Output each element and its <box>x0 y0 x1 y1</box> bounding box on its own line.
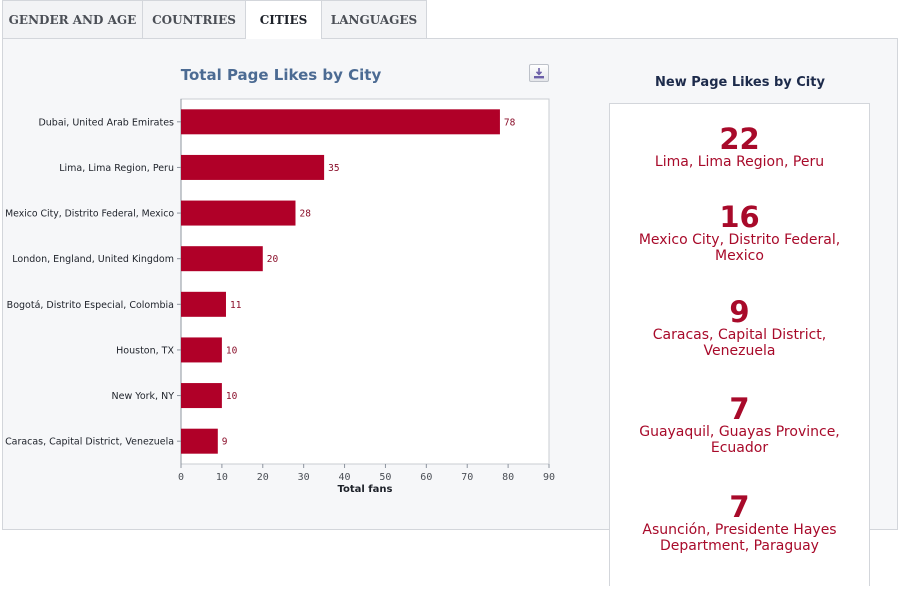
data-label: 9 <box>222 437 228 448</box>
data-label: 35 <box>328 163 339 174</box>
x-axis-label: Total fans <box>338 484 393 495</box>
bar <box>181 109 500 135</box>
category-label: Bogotá, Distrito Especial, Colombia <box>7 300 174 311</box>
x-tick-label: 20 <box>257 472 269 483</box>
bar-chart: 0 10 20 30 40 50 60 70 80 90 Total fans Dubai, Unit… <box>5 98 555 495</box>
new-likes-title: New Page Likes by City <box>655 75 825 90</box>
city-name: Guayaquil, Guayas Province, Ecuador <box>639 424 840 456</box>
city-name: Asunción, Presidente Hayes Department, P… <box>642 522 837 554</box>
bar <box>181 154 325 180</box>
bar <box>181 246 263 272</box>
chart-title: Total Page Likes by City <box>180 66 382 84</box>
category-label: London, England, United Kingdom <box>12 254 174 265</box>
category-label: Mexico City, Distrito Federal, Mexico <box>5 209 174 220</box>
x-tick-label: 40 <box>339 472 351 483</box>
download-icon <box>534 67 544 78</box>
data-label: 28 <box>299 209 311 220</box>
bar <box>181 337 222 363</box>
data-label: 11 <box>230 300 242 311</box>
x-tick-label: 50 <box>379 472 391 483</box>
city-count: 7 <box>729 392 750 426</box>
x-tick-label: 10 <box>216 472 228 483</box>
bar <box>181 200 296 226</box>
bar <box>181 383 222 409</box>
bar <box>181 428 218 454</box>
category-label: Lima, Lima Region, Peru <box>59 163 174 174</box>
city-count: 16 <box>719 200 760 234</box>
city-name: Lima, Lima Region, Peru <box>654 154 825 170</box>
tab-bar: GENDER AND AGE COUNTRIES CITIES LANGUAGE… <box>2 0 427 39</box>
x-tick-label: 60 <box>420 472 432 483</box>
city-count: 7 <box>729 490 750 524</box>
data-label: 10 <box>226 345 238 356</box>
plot-area <box>180 98 550 465</box>
x-tick-label: 30 <box>298 472 310 483</box>
x-tick-label: 70 <box>461 472 473 483</box>
category-label: Dubai, United Arab Emirates <box>38 117 174 128</box>
list-item: 22 Lima, Lima Region, Peru <box>610 124 869 170</box>
tab-countries[interactable]: COUNTRIES <box>142 0 246 38</box>
bar <box>181 291 226 317</box>
city-count: 22 <box>719 122 760 156</box>
x-tick-label: 90 <box>543 472 555 483</box>
tab-gender-and-age[interactable]: GENDER AND AGE <box>2 0 143 38</box>
data-label: 78 <box>504 117 516 128</box>
city-name: Caracas, Capital District, Venezuela <box>652 327 827 359</box>
tab-languages[interactable]: LANGUAGES <box>321 0 427 38</box>
list-item: 16 Mexico City, Distrito Federal, Mexico <box>610 202 869 264</box>
tab-cities[interactable]: CITIES <box>245 0 322 39</box>
x-tick-label: 80 <box>502 472 514 483</box>
city-count: 9 <box>729 295 750 329</box>
list-item: 9 Caracas, Capital District, Venezuela <box>610 297 869 359</box>
new-likes-list: 22 Lima, Lima Region, Peru 16 Mexico Cit… <box>578 103 878 609</box>
city-name: Mexico City, Distrito Federal, Mexico <box>638 232 841 264</box>
list-item: 7 Asunción, Presidente Hayes Department,… <box>610 492 869 554</box>
category-label: New York, NY <box>112 391 175 402</box>
data-label: 10 <box>226 391 238 402</box>
download-button[interactable] <box>529 64 549 82</box>
list-item: 7 Guayaquil, Guayas Province, Ecuador <box>610 394 869 456</box>
category-label: Houston, TX <box>116 345 174 356</box>
category-label: Caracas, Capital District, Venezuela <box>5 437 174 448</box>
x-tick-label: 0 <box>178 472 184 483</box>
data-label: 20 <box>267 254 279 265</box>
